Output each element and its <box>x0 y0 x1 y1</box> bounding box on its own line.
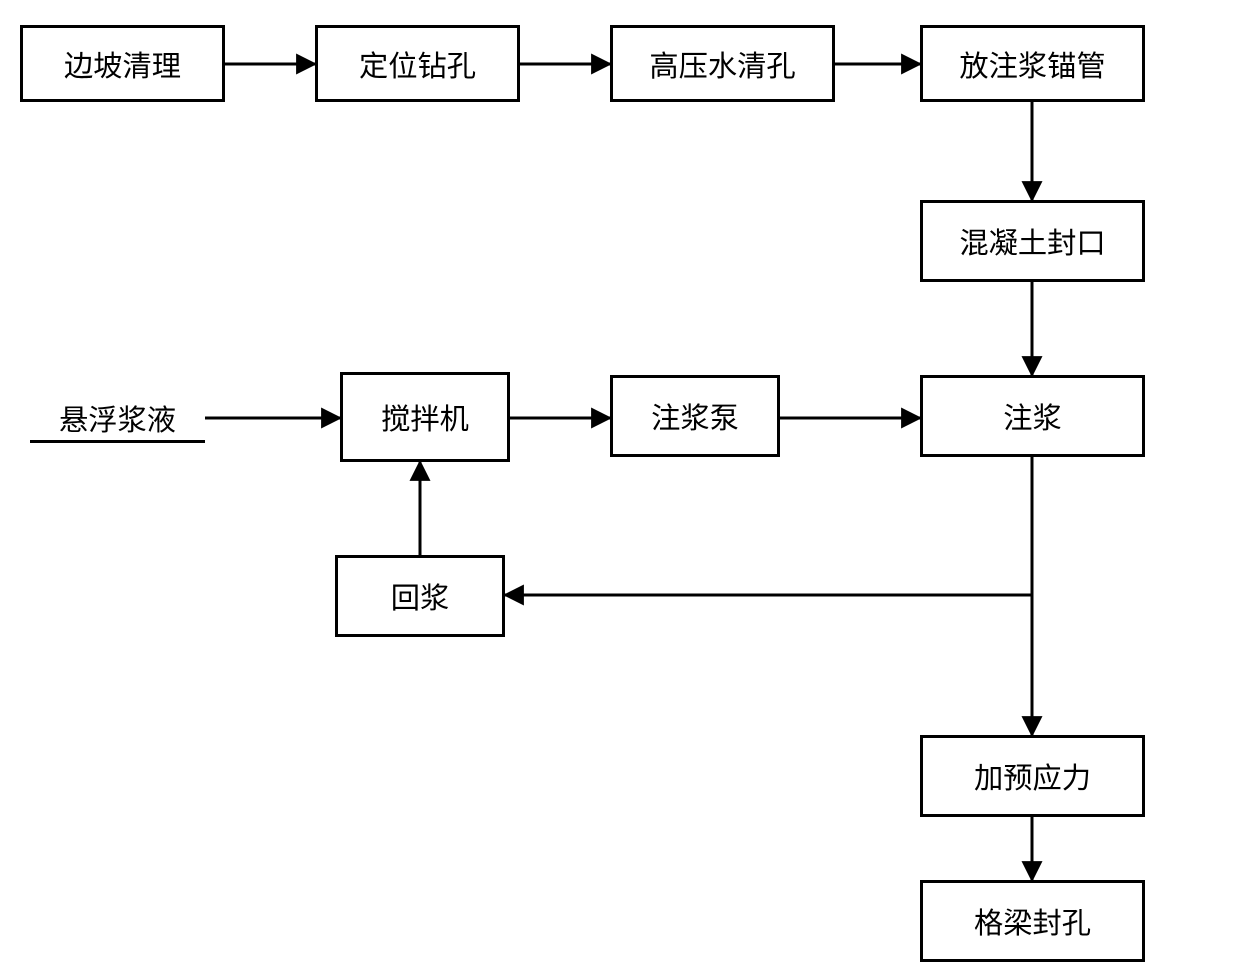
node-lattice-beam-sealing: 格梁封孔 <box>920 880 1145 962</box>
node-return-slurry: 回浆 <box>335 555 505 637</box>
node-highpressure-flushing: 高压水清孔 <box>610 25 835 102</box>
node-label: 注浆泵 <box>651 395 739 437</box>
node-label: 边坡清理 <box>64 43 181 85</box>
node-grouting: 注浆 <box>920 375 1145 457</box>
node-positioning-drilling: 定位钻孔 <box>315 25 520 102</box>
node-label: 加预应力 <box>974 755 1091 797</box>
node-label: 定位钻孔 <box>359 43 476 85</box>
node-label: 放注浆锚管 <box>959 43 1105 85</box>
node-label: 格梁封孔 <box>974 900 1091 942</box>
node-grouting-pump: 注浆泵 <box>610 375 780 457</box>
node-label: 注浆 <box>1003 395 1062 437</box>
node-slope-cleaning: 边坡清理 <box>20 25 225 102</box>
node-mixer: 搅拌机 <box>340 372 510 462</box>
node-label: 悬浮浆液 <box>59 397 176 439</box>
node-label: 高压水清孔 <box>649 43 795 85</box>
node-label: 搅拌机 <box>381 396 469 438</box>
node-label: 回浆 <box>391 575 450 617</box>
node-suspended-slurry: 悬浮浆液 <box>30 395 205 443</box>
node-label: 混凝土封口 <box>959 220 1105 262</box>
node-prestress: 加预应力 <box>920 735 1145 817</box>
edges-layer <box>0 0 1240 968</box>
node-insert-anchor-pipe: 放注浆锚管 <box>920 25 1145 102</box>
flowchart-stage: 边坡清理 定位钻孔 高压水清孔 放注浆锚管 混凝土封口 悬浮浆液 搅拌机 注浆泵… <box>0 0 1240 968</box>
node-concrete-sealing: 混凝土封口 <box>920 200 1145 282</box>
